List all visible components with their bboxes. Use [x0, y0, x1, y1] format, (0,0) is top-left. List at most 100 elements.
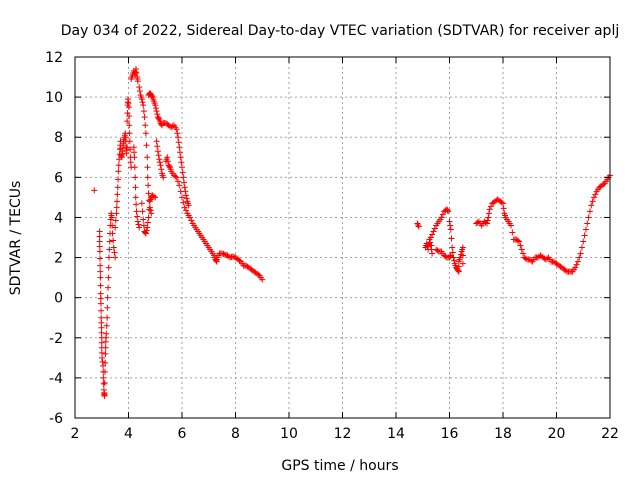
data-point — [448, 235, 455, 242]
data-point — [143, 142, 150, 149]
data-point — [146, 206, 153, 213]
data-point — [180, 199, 187, 206]
data-point — [135, 221, 142, 228]
x-tick-label: 2 — [71, 426, 80, 442]
data-point — [106, 238, 113, 245]
data-point — [220, 251, 227, 258]
chart-title: Day 034 of 2022, Sidereal Day-to-day VTE… — [61, 23, 619, 39]
data-point — [164, 154, 171, 161]
data-point — [172, 173, 179, 180]
data-point — [600, 181, 607, 188]
plot-area — [91, 66, 613, 399]
data-point — [219, 250, 226, 257]
data-point — [183, 192, 190, 199]
data-point — [169, 123, 176, 130]
x-tick-label: 18 — [494, 426, 512, 442]
data-point — [485, 214, 492, 221]
data-point — [132, 174, 139, 181]
data-point — [484, 217, 491, 224]
data-point — [455, 267, 462, 274]
data-point — [97, 255, 104, 262]
data-point — [236, 257, 243, 264]
data-point — [112, 254, 119, 261]
data-point — [101, 368, 108, 375]
data-point — [148, 210, 155, 217]
data-point — [590, 194, 597, 201]
data-point — [447, 222, 454, 229]
data-point — [152, 105, 159, 112]
x-tick-label: 8 — [231, 426, 240, 442]
grid-lines — [75, 57, 610, 418]
data-point — [180, 174, 187, 181]
data-point — [136, 88, 143, 95]
data-point — [97, 295, 104, 302]
data-point — [178, 159, 185, 166]
data-point — [105, 274, 112, 281]
data-point — [438, 214, 445, 221]
data-point — [134, 218, 141, 225]
data-point — [110, 244, 117, 251]
y-tick-label: 10 — [45, 90, 63, 106]
data-point — [156, 159, 163, 166]
data-point — [97, 290, 104, 297]
data-point — [102, 359, 109, 366]
data-point — [105, 254, 112, 261]
data-point — [181, 184, 188, 191]
y-tick-label: 6 — [54, 170, 63, 186]
data-point — [153, 108, 160, 115]
data-point — [455, 268, 462, 275]
data-point — [124, 96, 131, 103]
data-point — [176, 182, 183, 189]
data-point — [177, 188, 184, 195]
data-point — [126, 113, 133, 120]
data-point — [434, 247, 441, 254]
data-point — [98, 324, 105, 331]
data-point — [175, 139, 182, 146]
data-point — [113, 204, 120, 211]
data-point — [144, 219, 151, 226]
data-point — [100, 374, 107, 381]
data-point — [96, 228, 103, 235]
data-point — [449, 249, 456, 256]
data-point — [459, 252, 466, 259]
data-point — [174, 178, 181, 185]
data-point — [429, 231, 436, 238]
data-point — [126, 130, 133, 137]
data-point — [97, 282, 104, 289]
data-point — [427, 234, 434, 241]
data-point — [174, 130, 181, 137]
data-point — [126, 104, 133, 111]
x-tick-label: 14 — [387, 426, 405, 442]
data-point — [148, 93, 155, 100]
data-point — [509, 229, 516, 236]
x-tick-label: 6 — [178, 426, 187, 442]
data-point — [91, 187, 98, 194]
data-point — [131, 154, 138, 161]
data-point — [155, 152, 162, 159]
data-point — [100, 362, 107, 369]
data-point — [581, 232, 588, 239]
y-tick-label: -4 — [49, 371, 63, 387]
data-point — [101, 379, 108, 386]
data-point — [176, 144, 183, 151]
data-point — [500, 200, 506, 207]
data-point — [98, 307, 105, 314]
data-point — [500, 205, 507, 212]
data-point — [140, 216, 147, 223]
data-point — [483, 220, 490, 227]
data-point — [141, 114, 148, 121]
data-point — [487, 203, 494, 210]
data-point — [152, 194, 159, 201]
data-point — [131, 164, 138, 171]
data-point — [125, 100, 132, 107]
data-point — [520, 250, 527, 257]
data-point — [105, 284, 112, 291]
data-point — [98, 349, 105, 356]
data-point — [102, 344, 109, 351]
data-point — [174, 134, 181, 141]
data-point — [102, 350, 109, 357]
y-tick-label: 0 — [54, 291, 63, 307]
data-point — [181, 179, 188, 186]
data-point — [522, 255, 529, 262]
